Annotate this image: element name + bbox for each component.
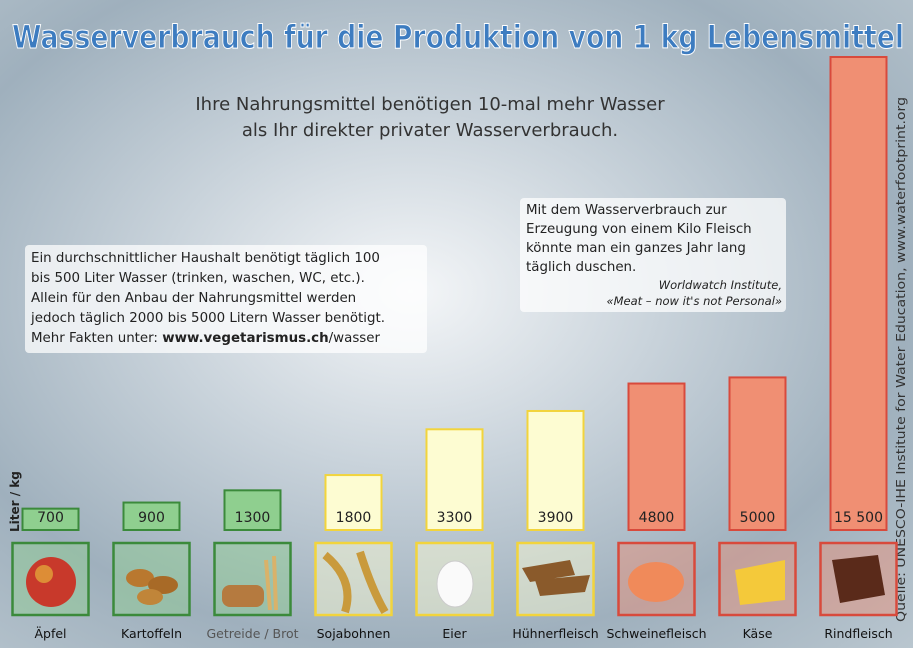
bar — [526, 409, 585, 531]
info-more: Mehr Fakten unter: — [31, 331, 158, 346]
subtitle-line: als Ihr direkter privater Wasserverbrauc… — [241, 120, 619, 141]
x-tick-label: Kartoffeln — [121, 626, 182, 641]
value-label: 3300 — [437, 510, 473, 526]
x-tick-label: Äpfel — [34, 626, 66, 641]
bar — [829, 56, 888, 531]
value-label: 3900 — [538, 510, 574, 526]
bar — [122, 501, 181, 532]
x-tick-label: Sojabohnen — [317, 626, 391, 641]
quote-source: «Meat – now it's not Personal» — [606, 294, 783, 308]
pork-icon — [628, 562, 684, 602]
info-line: Ein durchschnittlicher Haushalt benötigt… — [31, 251, 380, 266]
quote-source: Worldwatch Institute, — [658, 278, 782, 292]
value-label: 1300 — [235, 510, 271, 526]
info-line: bis 500 Liter Wasser (trinken, waschen, … — [31, 271, 365, 286]
cheese-icon — [735, 560, 785, 605]
quote-line: täglich duschen. — [526, 260, 637, 275]
info-line: Allein für den Anbau der Nahrungsmittel … — [31, 291, 357, 306]
value-label: 900 — [138, 510, 165, 526]
quote-line: könnte man ein ganzes Jahr lang — [526, 241, 746, 256]
chart-title: Wasserverbrauch für die Produktion von 1… — [12, 18, 904, 56]
info-line: jedoch täglich 2000 bis 5000 Litern Wass… — [31, 311, 386, 326]
source-credit: Quelle: UNESCO-IHE Institute for Water E… — [893, 97, 908, 622]
x-tick-label: Hühnerfleisch — [512, 626, 598, 641]
subtitle: Ihre Nahrungsmittel benötigen 10-mal meh… — [150, 92, 710, 144]
info-url-path[interactable]: /wasser — [328, 331, 381, 346]
bread-icon — [222, 585, 264, 607]
bar — [223, 489, 282, 532]
food-icons — [26, 550, 885, 615]
potato-icon — [148, 576, 178, 594]
x-tick-label: Rindfleisch — [824, 626, 892, 641]
grain-icon — [264, 555, 278, 611]
info-url[interactable]: www.vegetarismus.ch — [162, 331, 329, 346]
x-tick-label: Schweinefleisch — [606, 626, 706, 641]
potato-icon — [126, 569, 154, 587]
x-tick-label: Eier — [442, 626, 467, 641]
value-label: 4800 — [639, 510, 675, 526]
apple-icon — [26, 557, 76, 607]
value-label: 1800 — [336, 510, 372, 526]
value-label: 5000 — [740, 510, 776, 526]
info-link-line: Mehr Fakten unter: www.vegetarismus.ch/w… — [31, 329, 421, 349]
chicken-icon — [522, 560, 590, 596]
quote-line: Mit dem Wasserverbrauch zur — [526, 203, 727, 218]
beef-icon — [832, 555, 885, 603]
bar — [425, 428, 484, 532]
bar — [21, 507, 80, 531]
value-label: 15 500 — [834, 510, 883, 526]
subtitle-line: Ihre Nahrungsmittel benötigen 10-mal meh… — [195, 94, 665, 115]
egg-icon — [436, 560, 474, 608]
bar — [728, 376, 787, 531]
x-tick-label: Käse — [743, 626, 773, 641]
bar — [324, 474, 383, 531]
apple-highlight — [35, 565, 53, 583]
value-label: 700 — [37, 510, 64, 526]
info-box: Ein durchschnittlicher Haushalt benötigt… — [25, 245, 427, 353]
quote-box: Mit dem Wasserverbrauch zur Erzeugung vo… — [520, 198, 786, 312]
soy-icon — [322, 550, 389, 615]
x-tick-label: Getreide / Brot — [206, 626, 298, 641]
y-axis-label: Liter / kg — [8, 471, 22, 532]
potato-icon — [137, 589, 163, 605]
quote-line: Erzeugung von einem Kilo Fleisch — [526, 222, 752, 237]
bar — [627, 382, 686, 531]
